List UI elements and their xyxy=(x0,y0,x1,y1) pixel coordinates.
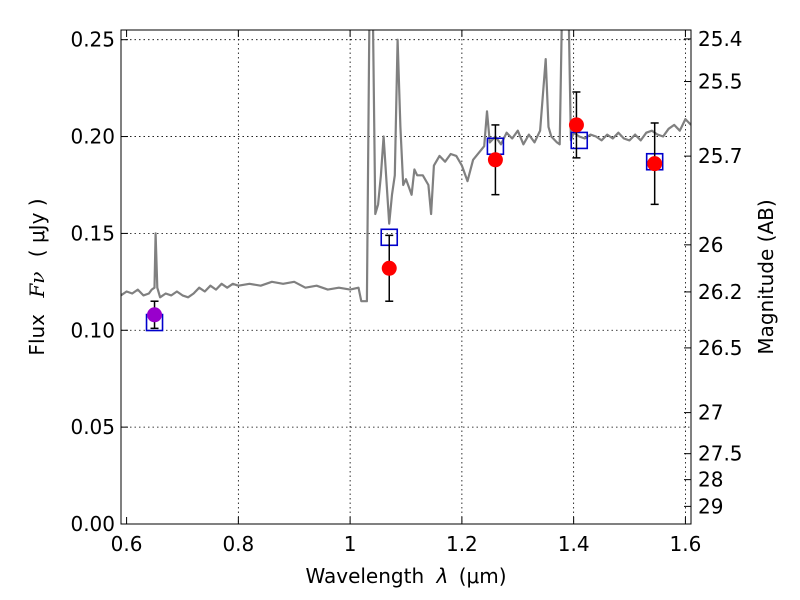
plot-frame xyxy=(120,29,692,525)
mag-tick-label: 26.5 xyxy=(698,336,743,360)
x-axis-label-unit: (μm) xyxy=(459,564,507,588)
x-tick-label: 0.8 xyxy=(222,532,254,556)
spectrum-line xyxy=(121,30,691,303)
spectrum-layer xyxy=(121,30,691,303)
model-photometry-layer xyxy=(145,131,664,332)
mag-tick-label: 25.7 xyxy=(698,144,743,168)
mag-tick-label: 27.5 xyxy=(698,442,743,466)
mag-tick-label: 29 xyxy=(698,494,723,518)
y-tick-label: 0.10 xyxy=(70,318,115,342)
x-tick-label: 1.2 xyxy=(446,532,478,556)
mag-tick-label: 28 xyxy=(698,468,723,492)
x-axis-label: Wavelength λ (μm) xyxy=(305,564,506,588)
mag-tick-label: 25.4 xyxy=(698,27,743,51)
x-tick-label: 1 xyxy=(344,532,357,556)
y2-axis-label: Magnitude (AB) xyxy=(754,199,778,354)
observed-point xyxy=(381,260,397,276)
observed-point xyxy=(147,307,163,323)
observed-point xyxy=(647,156,663,172)
y-tick-label: 0.05 xyxy=(70,415,115,439)
y-axis-label-symbol: Fν xyxy=(25,272,49,299)
x-axis-label-symbol: λ xyxy=(436,564,449,588)
observed-point xyxy=(487,152,503,168)
observed-point xyxy=(568,117,584,133)
y-tick-label: 0.20 xyxy=(70,125,115,149)
y-axis-label-text: Flux xyxy=(25,314,49,356)
x-tick-label: 1.6 xyxy=(670,532,702,556)
mag-tick-label: 26 xyxy=(698,233,723,257)
x-tick-label: 0.6 xyxy=(111,532,143,556)
mag-tick-label: 27 xyxy=(698,401,723,425)
y-tick-label: 0.00 xyxy=(70,512,115,536)
observed-photometry-layer xyxy=(147,91,663,330)
y-tick-label: 0.15 xyxy=(70,221,115,245)
mag-tick-label: 26.2 xyxy=(698,280,743,304)
y-tick-label: 0.25 xyxy=(70,28,115,52)
grid xyxy=(121,30,691,524)
y-axis-ticks: 0.00 0.05 0.10 0.15 0.20 0.25 xyxy=(70,28,128,536)
x-axis-ticks: 0.6 0.8 1 1.2 1.4 1.6 xyxy=(111,30,702,556)
mag-tick-label: 25.5 xyxy=(698,70,743,94)
model-photometry-square xyxy=(570,131,589,150)
y-axis-label: Flux Fν ( μJy ) xyxy=(25,198,49,355)
y-axis-label-unit: ( μJy ) xyxy=(25,198,49,257)
x-tick-label: 1.4 xyxy=(558,532,590,556)
x-axis-label-text: Wavelength xyxy=(305,564,424,588)
